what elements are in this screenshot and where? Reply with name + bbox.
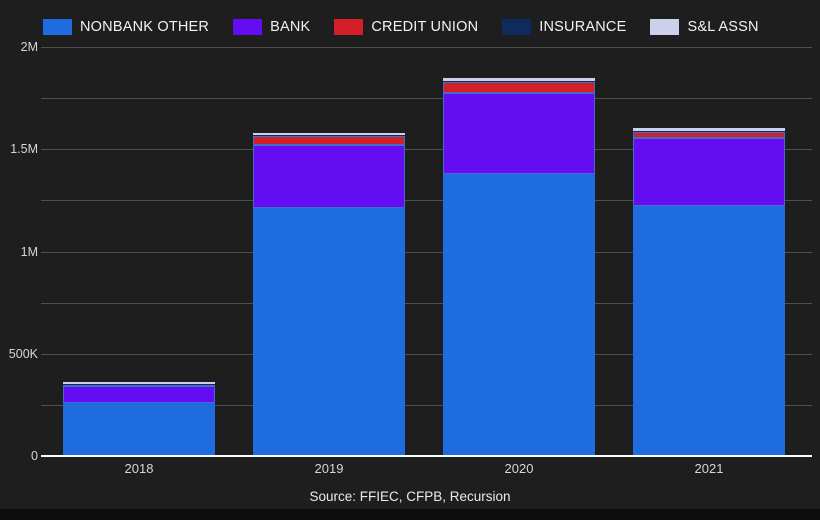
- gridline-750000: [41, 303, 812, 304]
- gridline-2000000: [41, 47, 812, 48]
- y-axis-tick-label: 1.5M: [10, 142, 38, 156]
- bar-segment-2021-nonbank-other[interactable]: [633, 206, 785, 456]
- legend-label: S&L ASSN: [687, 19, 759, 35]
- gridline-500000: [41, 354, 812, 355]
- bar-segment-2020-credit-union[interactable]: [443, 82, 595, 93]
- legend-swatch-nonbank-other: [43, 19, 72, 35]
- bar-segment-2020-insurance[interactable]: [443, 81, 595, 83]
- x-axis-label-2019: 2019: [314, 461, 344, 476]
- legend-label: INSURANCE: [539, 19, 627, 35]
- y-axis-tick-label: 0: [31, 449, 38, 463]
- legend-swatch-bank: [233, 19, 263, 35]
- bar-segment-2019-bank[interactable]: [253, 145, 405, 208]
- legend-swatch-s-l-assn: [650, 19, 680, 35]
- gridline-1500000: [41, 149, 812, 150]
- y-axis-tick-label: 1M: [20, 245, 38, 259]
- bar-segment-2018-nonbank-other[interactable]: [63, 403, 215, 456]
- gridline-1750000: [41, 98, 812, 99]
- bar-segment-2020-nonbank-other[interactable]: [443, 173, 595, 456]
- bar-segment-2021-insurance[interactable]: [633, 131, 785, 133]
- bar-segment-2019-insurance[interactable]: [253, 134, 405, 136]
- bar-segment-2020-bank[interactable]: [443, 93, 595, 174]
- y-axis-tick-label: 2M: [20, 40, 38, 54]
- legend-item-bank[interactable]: BANK: [233, 19, 310, 35]
- bar-segment-2018-s-l-assn[interactable]: [63, 382, 215, 385]
- bar-segment-2019-s-l-assn[interactable]: [253, 132, 405, 135]
- legend-label: NONBANK OTHER: [80, 19, 210, 35]
- bar-segment-2020-s-l-assn[interactable]: [443, 78, 595, 82]
- x-axis-label-2018: 2018: [124, 461, 154, 476]
- bar-segment-2019-nonbank-other[interactable]: [253, 207, 405, 456]
- legend-swatch-credit-union: [334, 19, 364, 35]
- bar-segment-2019-credit-union[interactable]: [253, 136, 405, 146]
- legend-item-insurance[interactable]: INSURANCE: [502, 19, 626, 35]
- gridline-1000000: [41, 252, 812, 253]
- bar-segment-2018-insurance[interactable]: [63, 384, 215, 386]
- footer-bar: [0, 509, 820, 520]
- bar-segment-2018-credit-union[interactable]: [63, 385, 215, 387]
- legend-label: CREDIT UNION: [371, 19, 479, 35]
- gridline-250000: [41, 405, 812, 406]
- x-axis-line: [41, 455, 812, 457]
- x-axis-label-2021: 2021: [694, 461, 724, 476]
- legend-swatch-insurance: [502, 19, 532, 35]
- legend: NONBANK OTHER BANK CREDIT UNION INSURANCE S&…: [43, 15, 759, 39]
- legend-label: BANK: [270, 19, 311, 35]
- bar-segment-2021-bank[interactable]: [633, 137, 785, 207]
- legend-item-credit-union[interactable]: CREDIT UNION: [334, 19, 478, 35]
- bar-segment-2021-credit-union[interactable]: [633, 132, 785, 138]
- bar-segment-2021-s-l-assn[interactable]: [633, 128, 785, 132]
- gridline-1250000: [41, 200, 812, 201]
- x-axis-label-2020: 2020: [504, 461, 534, 476]
- source-note: Source: FFIEC, CFPB, Recursion: [309, 489, 511, 504]
- legend-item-s-l-assn[interactable]: S&L ASSN: [650, 19, 758, 35]
- bar-segment-2018-bank[interactable]: [63, 386, 215, 404]
- legend-item-nonbank-other[interactable]: NONBANK OTHER: [43, 19, 209, 35]
- y-axis-tick-label: 500K: [8, 347, 38, 361]
